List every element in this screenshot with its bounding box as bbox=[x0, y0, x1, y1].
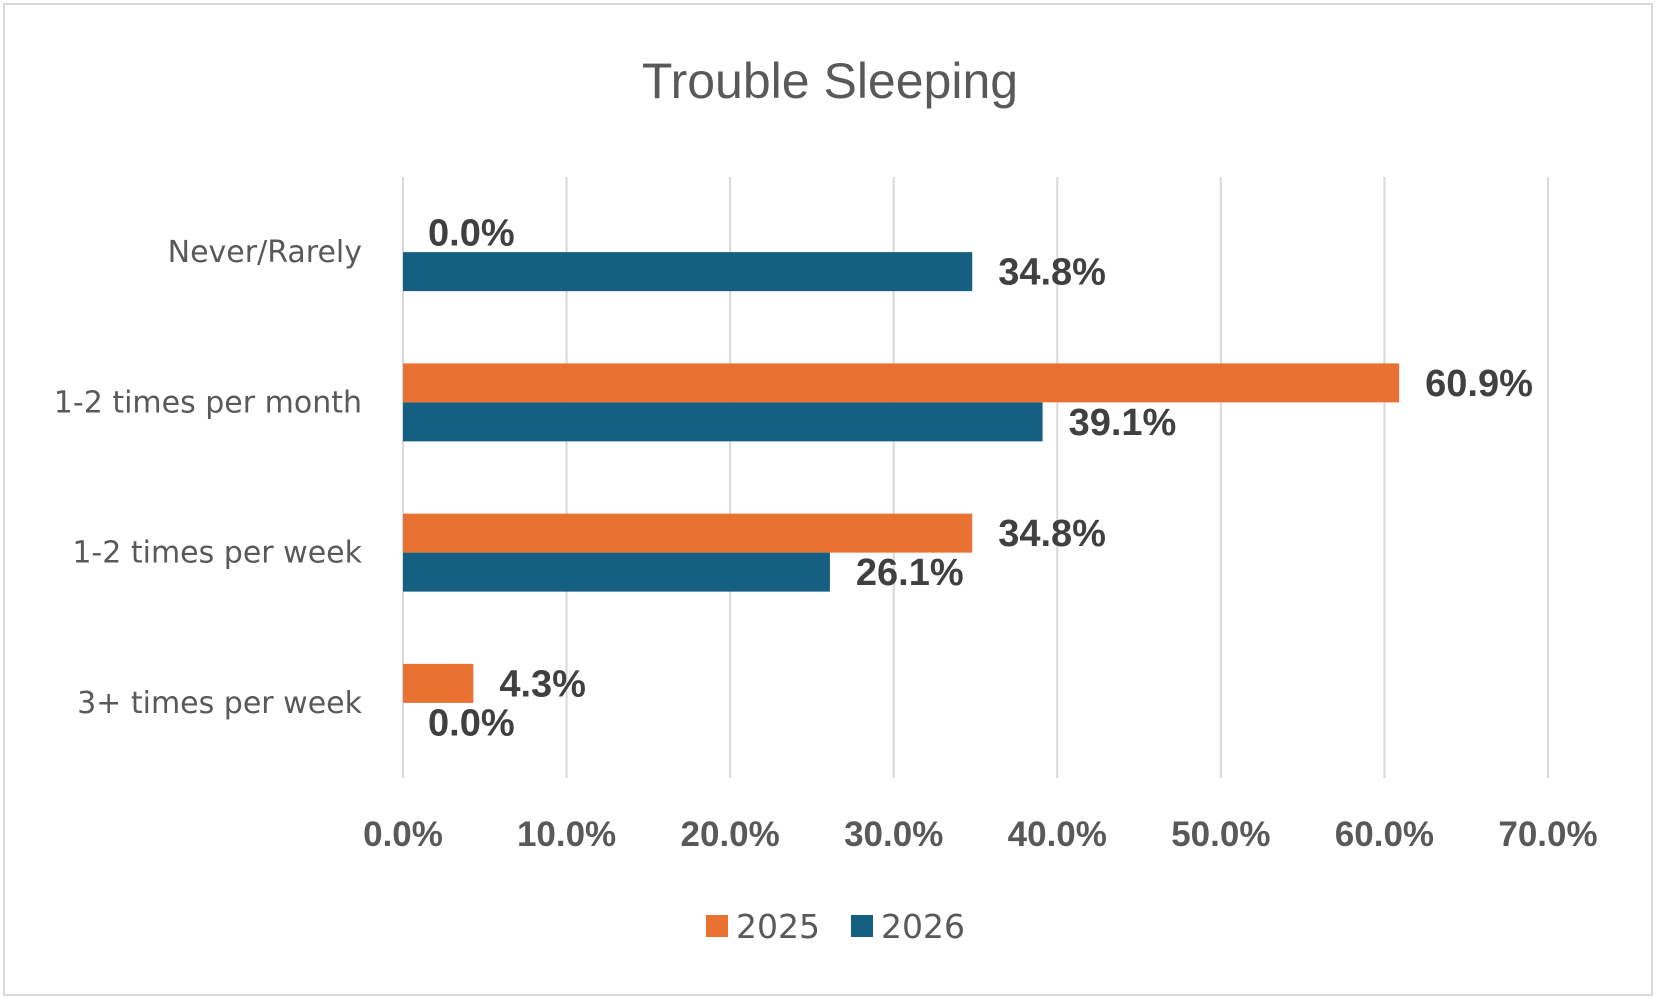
data-label-2026: 39.1% bbox=[1069, 402, 1177, 444]
category-label: 3+ times per week bbox=[77, 686, 363, 721]
data-label-2025: 4.3% bbox=[499, 663, 586, 705]
x-tick-label: 0.0% bbox=[363, 815, 443, 854]
category-label: 1-2 times per week bbox=[72, 536, 362, 571]
chart-title: Trouble Sleeping bbox=[642, 53, 1018, 109]
x-tick-label: 30.0% bbox=[844, 815, 943, 854]
category-labels: Never/Rarely 1-2 times per month 1-2 times… bbox=[54, 235, 363, 721]
x-tick-label: 60.0% bbox=[1335, 815, 1434, 854]
bar-2025-3 bbox=[403, 663, 474, 703]
bar-2026-2 bbox=[403, 552, 830, 592]
data-label-2026: 0.0% bbox=[428, 702, 515, 744]
legend-swatch-2025 bbox=[706, 915, 728, 937]
bar-2025-1 bbox=[403, 363, 1400, 403]
data-labels: 0.0%34.8%60.9%39.1%34.8%26.1%4.3%0.0% bbox=[428, 213, 1533, 745]
x-tick-label: 10.0% bbox=[517, 815, 616, 854]
category-label: Never/Rarely bbox=[168, 235, 362, 270]
legend: 2025 2026 bbox=[706, 907, 965, 946]
bar-2026-1 bbox=[403, 402, 1043, 442]
x-axis-tick-labels: 0.0% 10.0% 20.0% 30.0% 40.0% 50.0% 60.0% 70.0% bbox=[363, 815, 1598, 854]
legend-entry-2025: 2025 bbox=[736, 907, 820, 946]
data-label-2025: 34.8% bbox=[998, 513, 1106, 555]
data-label-2026: 34.8% bbox=[998, 252, 1106, 294]
bar-2025-2 bbox=[403, 513, 973, 553]
data-label-2025: 0.0% bbox=[428, 213, 515, 255]
legend-entry-2026: 2026 bbox=[881, 907, 965, 946]
data-label-2026: 26.1% bbox=[856, 552, 964, 594]
category-label: 1-2 times per month bbox=[54, 385, 362, 420]
x-tick-label: 40.0% bbox=[1008, 815, 1107, 854]
chart-frame bbox=[3, 3, 1653, 996]
x-tick-label: 20.0% bbox=[681, 815, 780, 854]
x-tick-label: 70.0% bbox=[1498, 815, 1597, 854]
bar-2026-0 bbox=[403, 252, 973, 292]
legend-swatch-2026 bbox=[851, 915, 873, 937]
x-tick-label: 50.0% bbox=[1171, 815, 1270, 854]
data-label-2025: 60.9% bbox=[1425, 363, 1533, 405]
bars bbox=[403, 252, 1400, 703]
